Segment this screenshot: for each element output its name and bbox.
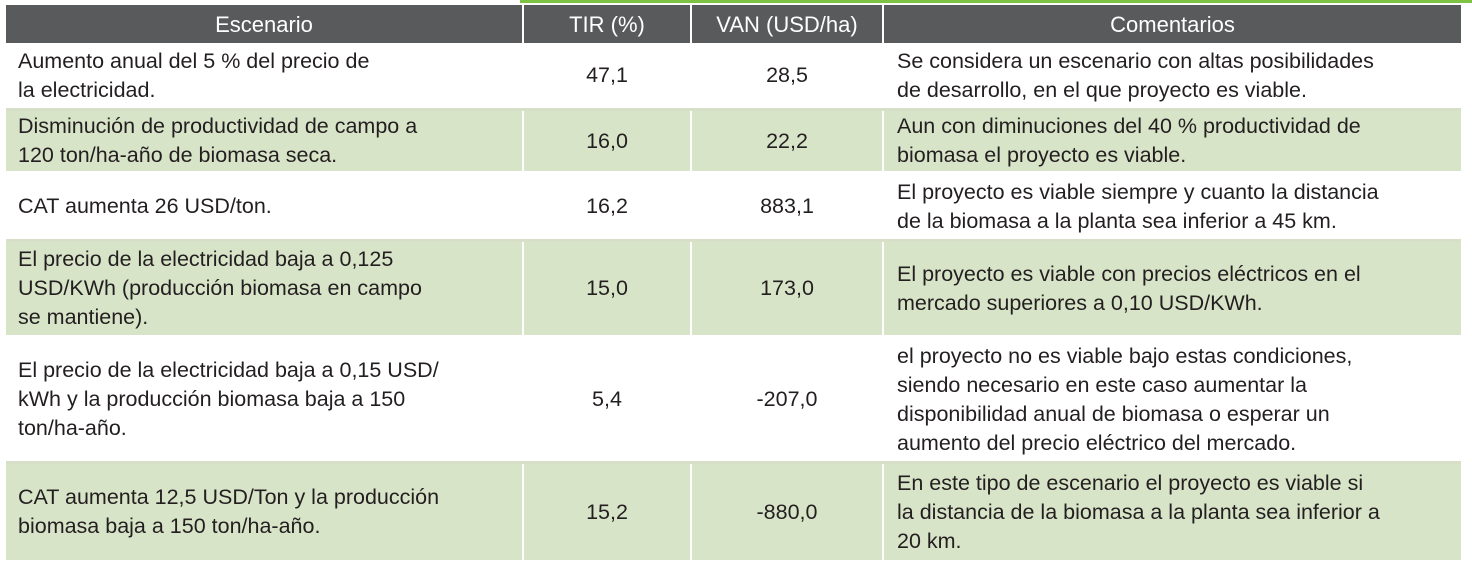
scenario-text: CAT aumenta 12,5 USD/Ton y la producción… [18,485,440,538]
van-cell: 22,2 [691,109,884,174]
comment-text: En este tipo de escenario el proyecto es… [897,470,1380,553]
van-cell: -880,0 [691,462,884,563]
header-van: VAN (USD/ha) [691,5,884,43]
comment-text: Aun con diminuciones del 40 % productivi… [897,114,1361,167]
scenario-text: Disminución de productividad de campo a … [18,114,418,167]
scenario-cell: CAT aumenta 26 USD/ton. [6,172,524,242]
table-row: El precio de la electricidad baja a 0,12… [6,240,1461,338]
comment-cell: Se considera un escenario con altas posi… [883,43,1461,111]
tir-cell: 15,2 [523,462,692,563]
header-scenario: Escenario [6,5,524,43]
accent-bar [520,0,1472,3]
comment-text: el proyecto no es viable bajo estas cond… [897,343,1353,455]
table-row: Disminución de productividad de campo a … [6,109,1461,174]
comment-text: El proyecto es viable con precios eléctr… [897,261,1361,315]
tir-cell: 16,2 [523,172,692,242]
table-row: CAT aumenta 26 USD/ton. 16,2 883,1 El pr… [6,172,1461,242]
scenario-text: El precio de la electricidad baja a 0,15… [18,358,439,440]
van-cell: 173,0 [691,240,884,338]
header-tir: TIR (%) [523,5,692,43]
tir-cell: 5,4 [523,336,692,464]
comment-cell: el proyecto no es viable bajo estas cond… [883,336,1461,464]
scenario-cell: Disminución de productividad de campo a … [6,109,524,174]
scenario-cell: El precio de la electricidad baja a 0,15… [6,336,524,464]
table-row: CAT aumenta 12,5 USD/Ton y la producción… [6,462,1461,563]
scenario-cell: CAT aumenta 12,5 USD/Ton y la producción… [6,462,524,563]
header-row: Escenario TIR (%) VAN (USD/ha) Comentari… [6,5,1461,43]
comment-text: El proyecto es viable siempre y cuanto l… [897,179,1379,233]
table-row: El precio de la electricidad baja a 0,15… [6,336,1461,464]
table-row: Aumento anual del 5 % del precio de la e… [6,43,1461,111]
tir-cell: 15,0 [523,240,692,338]
comment-text: Se considera un escenario con altas posi… [897,48,1374,102]
tir-cell: 47,1 [523,43,692,111]
header-comments: Comentarios [883,5,1461,43]
tir-cell: 16,0 [523,109,692,174]
scenario-text: El precio de la electricidad baja a 0,12… [18,247,422,329]
comment-cell: El proyecto es viable con precios eléctr… [883,240,1461,338]
table-body: Aumento anual del 5 % del precio de la e… [6,43,1461,563]
scenario-text: Aumento anual del 5 % del precio de la e… [18,48,370,102]
van-cell: 883,1 [691,172,884,242]
scenario-cell: Aumento anual del 5 % del precio de la e… [6,43,524,111]
scenario-table: Escenario TIR (%) VAN (USD/ha) Comentari… [6,5,1461,563]
comment-cell: Aun con diminuciones del 40 % productivi… [883,109,1461,174]
van-cell: -207,0 [691,336,884,464]
comment-cell: El proyecto es viable siempre y cuanto l… [883,172,1461,242]
scenario-text: CAT aumenta 26 USD/ton. [18,194,272,218]
scenario-cell: El precio de la electricidad baja a 0,12… [6,240,524,338]
van-cell: 28,5 [691,43,884,111]
comment-cell: En este tipo de escenario el proyecto es… [883,462,1461,563]
table-header: Escenario TIR (%) VAN (USD/ha) Comentari… [6,5,1461,43]
